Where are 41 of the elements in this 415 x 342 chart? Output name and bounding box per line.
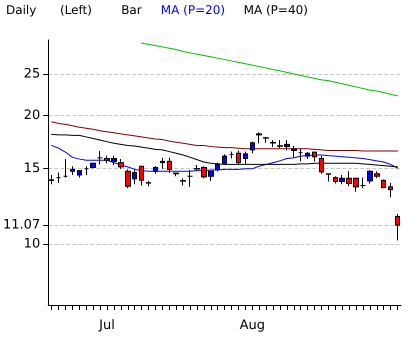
- x-tick-label: Aug: [240, 318, 265, 333]
- y-tick-label: 15: [24, 161, 40, 176]
- candlestick: [312, 151, 317, 162]
- candlestick: [229, 151, 234, 159]
- line-series: [141, 42, 398, 96]
- candlestick: [70, 166, 75, 176]
- candlestick: [326, 173, 331, 182]
- candlestick: [56, 172, 61, 184]
- x-tick-label: Jul: [98, 318, 115, 333]
- candlestick: [63, 158, 68, 178]
- y-tick-label: 25: [24, 66, 40, 82]
- candlestick: [395, 214, 400, 241]
- candlestick: [139, 165, 144, 186]
- line-series: [51, 121, 398, 152]
- candlestick: [173, 172, 179, 177]
- y-tick-label: 11.07: [3, 218, 40, 233]
- candlestick: [90, 162, 96, 169]
- text: MA (P=20): [160, 3, 226, 17]
- candlestick: [160, 157, 165, 170]
- candlestick: [187, 169, 193, 188]
- candlestick: [243, 151, 248, 164]
- text: Bar: [121, 3, 142, 17]
- candlestick: [256, 132, 262, 144]
- candlestick: [118, 158, 124, 170]
- candlestick: [381, 179, 386, 189]
- candlestick: [388, 182, 393, 198]
- candlestick: [84, 166, 89, 176]
- candlestick: [305, 152, 310, 160]
- text: (Left): [60, 3, 92, 17]
- candlestick: [298, 148, 303, 162]
- candlestick: [263, 136, 269, 144]
- candlestick: [146, 180, 151, 187]
- y-tick-label: 10: [24, 236, 40, 252]
- y-tick-label: 20: [24, 108, 40, 123]
- candlestick: [77, 170, 82, 178]
- candlestick: [250, 141, 255, 154]
- text: MA (P=40): [244, 3, 308, 17]
- candlestick: [270, 140, 276, 148]
- text: Daily: [6, 3, 36, 17]
- candlestick: [180, 178, 186, 186]
- candlestick: [167, 157, 172, 174]
